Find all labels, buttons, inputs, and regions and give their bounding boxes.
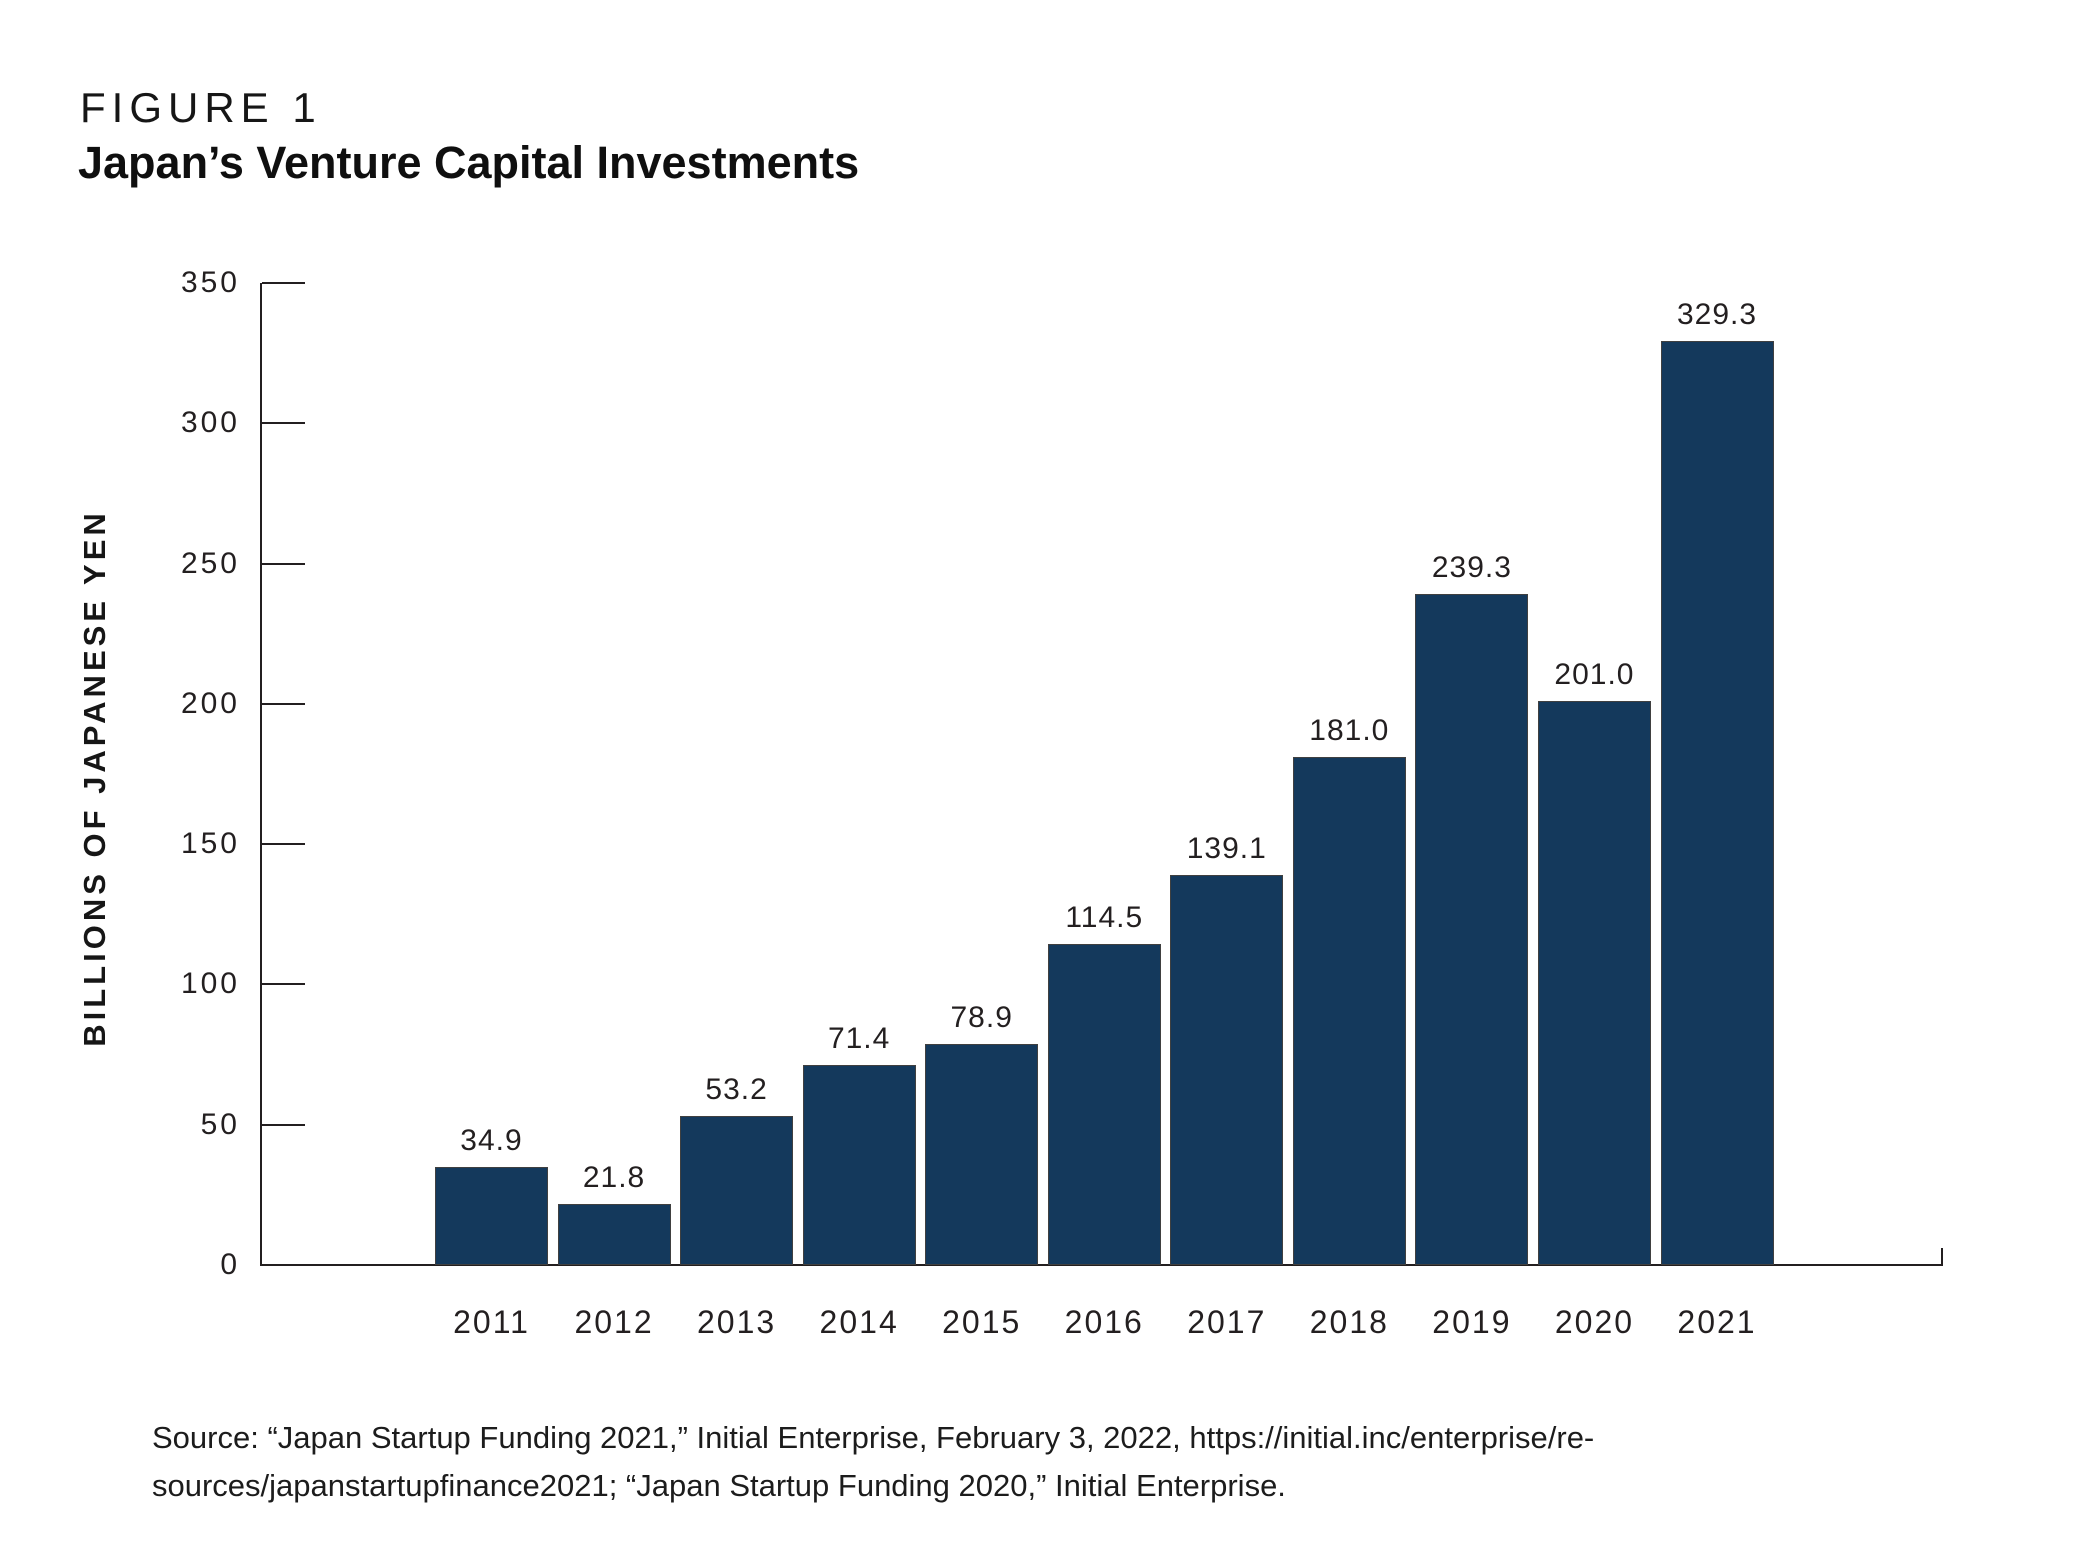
y-tick-line — [262, 702, 305, 705]
bar-2021 — [1660, 341, 1774, 1265]
year-label-2015: 2015 — [942, 1304, 1022, 1340]
bar-2020 — [1537, 701, 1651, 1265]
year-label-2017: 2017 — [1187, 1304, 1267, 1340]
value-label-2014: 71.4 — [827, 1021, 891, 1055]
y-tick-line — [262, 1264, 305, 1266]
y-tick-line — [262, 282, 305, 284]
y-tick-line — [262, 983, 305, 986]
year-label-2021: 2021 — [1677, 1304, 1757, 1340]
value-label-2012: 21.8 — [582, 1160, 646, 1194]
value-label-2013: 53.2 — [705, 1072, 768, 1106]
bar-2017 — [1170, 874, 1284, 1265]
y-tick-line — [262, 1123, 305, 1126]
x-axis-end-tick — [1941, 1248, 1943, 1264]
x-axis-line — [260, 1264, 1943, 1266]
value-label-2019: 239.3 — [1431, 550, 1512, 584]
y-axis-line — [260, 283, 262, 1266]
year-label-2019: 2019 — [1432, 1304, 1512, 1340]
y-tick-label: 200 — [180, 686, 240, 720]
bar-2013 — [680, 1115, 794, 1265]
bar-2015 — [925, 1043, 1039, 1265]
bar-2014 — [802, 1064, 916, 1265]
y-tick-line — [262, 843, 305, 846]
bar-2012 — [557, 1203, 671, 1265]
y-tick-label: 300 — [180, 406, 240, 440]
year-label-2014: 2014 — [819, 1304, 899, 1340]
figure-title: Japan’s Venture Capital Investments — [78, 137, 860, 188]
y-tick-line — [262, 422, 305, 425]
bar-2016 — [1047, 943, 1161, 1265]
bar-2018 — [1292, 757, 1406, 1265]
y-tick-label: 0 — [220, 1248, 240, 1281]
y-tick-label: 50 — [200, 1107, 240, 1141]
value-label-2018: 181.0 — [1309, 714, 1390, 748]
year-label-2012: 2012 — [574, 1304, 654, 1340]
value-label-2020: 201.0 — [1554, 658, 1635, 692]
year-label-2020: 2020 — [1554, 1304, 1635, 1340]
value-label-2015: 78.9 — [950, 1000, 1013, 1034]
y-axis-title: BILLIONS OF JAPANESE YEN — [77, 509, 112, 1047]
figure-number-label: FIGURE 1 — [80, 84, 322, 131]
year-label-2016: 2016 — [1064, 1304, 1144, 1340]
source-note-line1: Source: “Japan Startup Funding 2021,” In… — [152, 1420, 1595, 1455]
value-label-2017: 139.1 — [1186, 831, 1267, 865]
bar-2011 — [435, 1167, 548, 1265]
y-tick-label: 100 — [180, 967, 240, 1001]
value-label-2016: 114.5 — [1065, 900, 1144, 934]
year-label-2011: 2011 — [453, 1304, 530, 1340]
y-tick-label: 150 — [180, 827, 240, 861]
year-label-2013: 2013 — [697, 1304, 777, 1340]
value-label-2021: 329.3 — [1676, 298, 1758, 332]
bar-2019 — [1415, 593, 1529, 1265]
y-tick-label: 350 — [180, 266, 240, 299]
value-label-2011: 34.9 — [460, 1124, 523, 1158]
year-label-2018: 2018 — [1309, 1304, 1389, 1340]
y-tick-line — [262, 562, 305, 565]
y-tick-label: 250 — [180, 546, 240, 580]
source-note: Source: “Japan Startup Funding 2021,” In… — [152, 1414, 1594, 1510]
source-note-line2: sources/japanstartupfinance2021; “Japan … — [152, 1468, 1286, 1503]
